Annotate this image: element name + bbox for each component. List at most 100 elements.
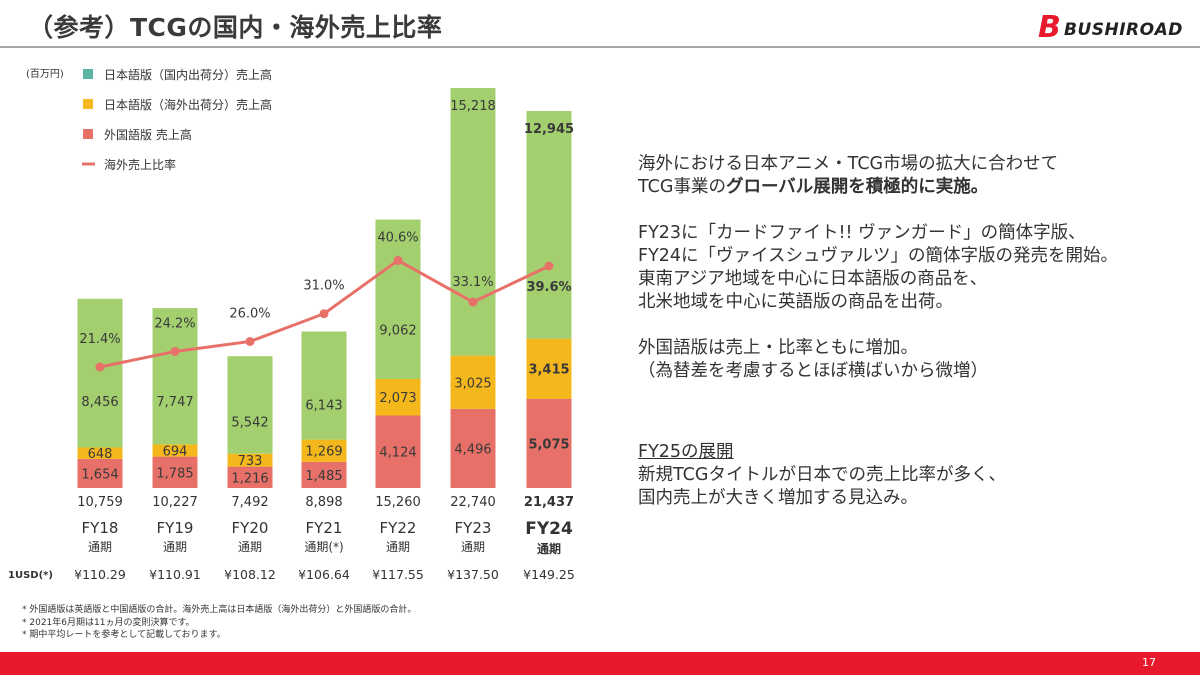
data-label: 1,216 [231,471,268,486]
bar-segment [375,379,421,416]
category-sublabel: 通期(*) [304,540,343,554]
ratio-point [170,347,180,356]
commentary-line: TCG事業のグローバル展開を積極的に実施。 [638,176,1183,199]
fx-rate-label: ¥110.29 [74,567,126,582]
ratio-point [544,261,554,271]
bar-segment [77,447,123,459]
data-label: 733 [238,454,263,469]
legend-label: 日本語版（国内出荷分）売上高 [104,67,272,82]
commentary: 海外における日本アニメ・TCG市場の拡大に合わせて TCG事業のグローバル展開を… [638,153,1183,510]
ratio-point [393,255,403,265]
category-label: FY18 [82,519,119,537]
ratio-label: 39.6% [526,280,571,295]
bar-segment [526,398,572,488]
total-label: 21,437 [524,495,574,510]
commentary-line: 海外における日本アニメ・TCG市場の拡大に合わせて [638,154,1059,174]
commentary-line: FY23に「カードファイト!! ヴァンガード」の簡体字版、 [638,223,1086,243]
data-label: 3,415 [528,363,569,378]
page-title: （参考）TCGの国内・海外売上比率 [28,13,443,42]
bar-segment [301,331,347,440]
commentary-line: 新規TCGタイトルが日本での売上比率が多く、 [638,465,1006,485]
outlook-heading-text: FY25の展開 [638,442,734,462]
data-label: 3,025 [454,376,491,391]
unit-label: (百万円) [26,68,64,80]
category-sublabel: 通期 [163,540,187,554]
bar-segment [375,219,421,379]
chart-bars [77,88,572,488]
ratio-point [245,337,255,346]
footnotes: * 外国語版は英語版と中国語版の合計。海外売上高は日本語版（海外出荷分）と外国語… [22,604,416,642]
total-label: 8,898 [305,495,342,510]
ratio-label: 26.0% [229,307,270,322]
data-label: 1,485 [305,469,342,484]
commentary-text: TCG事業の [638,177,726,197]
ratio-label: 21.4% [79,332,120,347]
total-label: 10,227 [152,495,198,510]
fx-rate-label: ¥149.25 [523,567,575,582]
category-label: FY21 [306,519,343,537]
total-label: 22,740 [450,495,496,510]
category-label: FY23 [455,519,492,537]
data-label: 6,143 [305,398,342,413]
category-sublabel: 通期 [461,540,485,554]
legend-swatch [83,69,93,79]
data-label: 7,747 [156,395,193,410]
fx-rate-label: ¥117.55 [372,567,424,582]
footnote: * 期中平均レートを参考として記載しております。 [22,630,226,640]
bar-segment [526,338,572,399]
total-label: 15,260 [375,495,421,510]
data-label: 694 [163,445,188,460]
bar-segment [301,461,347,488]
logo-wordmark: BUSHIROAD [1064,20,1183,40]
legend-label: 海外売上比率 [104,157,176,172]
bar-segment [152,308,198,445]
logo-mark: B [1038,10,1061,45]
category-sublabel: 通期 [238,540,262,554]
fx-rate-label: ¥137.50 [447,567,499,582]
legend-label: 外国語版 売上高 [104,127,192,142]
legend-swatch [83,129,93,139]
category-label: FY24 [525,519,573,539]
data-label: 15,218 [450,99,496,114]
fx-rate-label: ¥108.12 [224,567,276,582]
bar-segment [227,453,273,467]
page-number: 17 [1142,656,1156,669]
category-label: FY20 [232,519,269,537]
footnote: * 2021年6月期は11ヵ月の変則決算です。 [22,617,195,628]
category-sublabel: 通期 [386,540,410,554]
ratio-label: 40.6% [377,230,418,245]
bar-segment [526,111,572,339]
title-divider [0,46,1200,48]
data-label: 8,456 [81,395,118,410]
commentary-line: 外国語版は売上・比率ともに増加。 [638,338,918,358]
data-label: 5,542 [231,415,268,430]
ratio-label: 31.0% [303,279,344,294]
data-label: 12,945 [524,122,574,137]
outlook-heading: FY25の展開 [638,441,1183,464]
bar-segment [77,298,123,448]
bar-segment [375,415,421,488]
commentary-line: FY24に「ヴァイスシュヴァルツ」の簡体字版の発売を開始。 [638,246,1118,266]
category-label: FY19 [157,519,194,537]
data-label: 648 [88,447,113,462]
chart-labels: 1,654 648 8,456 1,785 694 7,747 1,216 733 5,542 1… [8,99,575,582]
bar-segment [450,355,496,409]
footnote: * 外国語版は英語版と中国語版の合計。海外売上高は日本語版（海外出荷分）と外国語… [22,605,417,615]
data-label: 1,785 [156,466,193,481]
ratio-point [95,362,105,372]
ratio-label: 33.1% [452,275,493,290]
footer-bar: 17 [0,652,1200,675]
category-label: FY22 [380,519,417,537]
ratio-point [468,297,478,307]
bar-segment [301,439,347,462]
total-label: 10,759 [77,495,123,510]
data-label: 5,075 [528,437,569,452]
bar-segment [450,88,496,356]
data-label: 1,654 [81,468,118,483]
bushiroad-logo: B BUSHIROAD [1038,8,1188,45]
category-sublabel: 通期 [537,541,561,556]
category-sublabel: 通期 [88,540,112,554]
commentary-line: 北米地域を中心に英語版の商品を出荷。 [638,292,953,312]
data-label: 1,269 [305,445,342,460]
